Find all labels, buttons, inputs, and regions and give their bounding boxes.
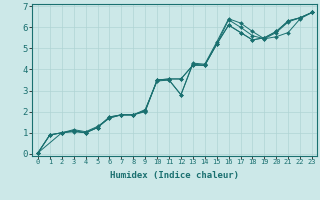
X-axis label: Humidex (Indice chaleur): Humidex (Indice chaleur) (110, 171, 239, 180)
